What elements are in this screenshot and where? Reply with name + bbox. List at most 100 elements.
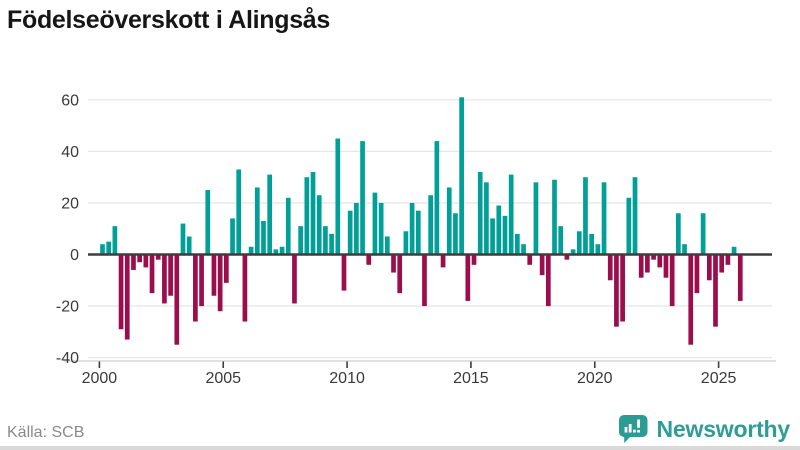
bar-positive [100, 244, 105, 255]
bar-positive [601, 182, 607, 255]
bar-negative [341, 254, 347, 291]
bottom-edge-strip [0, 446, 800, 450]
bar-positive [267, 174, 273, 255]
bar-positive [508, 174, 514, 255]
bar-positive [347, 210, 353, 255]
y-tick-label: 20 [61, 195, 79, 212]
bar-positive [360, 141, 365, 255]
x-tick-label: 2025 [701, 370, 737, 387]
bar-positive [632, 177, 638, 255]
source-label: Källa: SCB [7, 424, 85, 441]
bar-negative [694, 254, 700, 294]
x-axis: 2000 2005 2010 2015 2020 2025 [64, 360, 776, 387]
bar-negative [706, 254, 712, 281]
bar-negative [366, 254, 372, 265]
bar-positive [186, 236, 192, 255]
bar-positive [236, 169, 242, 255]
bar-negative [155, 254, 161, 260]
bar-negative [725, 254, 731, 265]
bar-negative [223, 254, 229, 283]
bar-negative [422, 254, 427, 307]
x-tick-label: 2000 [82, 370, 118, 387]
bar-positive [453, 213, 458, 255]
y-tick-label: -20 [56, 299, 79, 316]
bar-positive [515, 233, 520, 255]
bar-negative [471, 254, 477, 265]
bar-positive [502, 215, 508, 255]
bar-positive [354, 202, 359, 255]
chart-title: Födelseöverskott i Alingsås [7, 6, 331, 34]
bar-positive [682, 244, 687, 255]
bar-positive [261, 220, 266, 255]
bar-positive [273, 249, 279, 255]
y-axis: 60 40 20 0 -20 -40 [56, 92, 79, 367]
x-tick-label: 2020 [577, 370, 613, 387]
bar-positive [477, 172, 483, 255]
bar-negative [539, 254, 545, 276]
bar-positive [298, 226, 303, 255]
bar-positive [316, 195, 322, 255]
bar-positive [700, 213, 706, 255]
bar-negative [292, 254, 297, 304]
bar-positive [428, 195, 434, 255]
bar-positive [112, 226, 118, 255]
bar-negative [199, 254, 204, 307]
bar-positive [230, 218, 235, 255]
bar-positive [521, 244, 526, 255]
bar-positive [279, 246, 285, 255]
bar-positive [558, 226, 564, 255]
bar-negative [607, 254, 613, 281]
bar-positive [490, 218, 495, 255]
bar-positive [583, 177, 588, 255]
bar-positive [205, 190, 211, 255]
bar-negative [174, 254, 180, 345]
bar-positive [459, 97, 464, 255]
bar-positive [496, 205, 502, 255]
bar-positive [589, 233, 595, 255]
bar-positive [310, 172, 316, 255]
bar-negative [663, 254, 669, 278]
bar-positive [415, 210, 421, 255]
bar-negative [217, 254, 223, 312]
y-tick-label: 40 [61, 144, 79, 161]
bar-negative [137, 254, 142, 263]
bar-negative [143, 254, 149, 268]
x-tick-label: 2005 [205, 370, 241, 387]
bar-positive [626, 197, 632, 255]
bar-negative [397, 254, 403, 294]
bar-positive [285, 197, 291, 255]
bar-negative [638, 254, 644, 278]
bar-positive [372, 192, 378, 255]
bar-positive [329, 233, 334, 255]
bar-negative [545, 254, 551, 307]
bar-positive [248, 246, 254, 255]
y-tick-label: 60 [61, 92, 79, 109]
bar-negative [688, 254, 694, 345]
bar-positive [576, 231, 582, 255]
bar-negative [440, 254, 446, 268]
x-tick-label: 2010 [329, 370, 365, 387]
bar-negative [657, 254, 663, 268]
bar-negative [713, 254, 718, 327]
bar-negative [118, 254, 124, 330]
bar-negative [124, 254, 130, 340]
bar-positive [533, 182, 539, 255]
bar-negative [527, 254, 533, 265]
bar-negative [193, 254, 198, 322]
x-tick-label: 2015 [453, 370, 489, 387]
bar-positive [595, 244, 601, 255]
newsworthy-wordmark: Newsworthy [656, 415, 791, 442]
bar-positive [676, 213, 681, 255]
bar-negative [391, 254, 396, 273]
newsworthy-bubble-icon [618, 415, 648, 443]
bar-negative [737, 254, 743, 301]
bar-negative [669, 254, 675, 307]
bar-positive [384, 236, 390, 255]
bar-positive [323, 226, 328, 255]
bar-positive [409, 202, 415, 255]
bar-negative [168, 254, 173, 296]
y-tick-label: 0 [70, 247, 79, 264]
bar-positive [570, 249, 576, 255]
bar-negative [645, 254, 650, 273]
bar-negative [564, 254, 570, 260]
